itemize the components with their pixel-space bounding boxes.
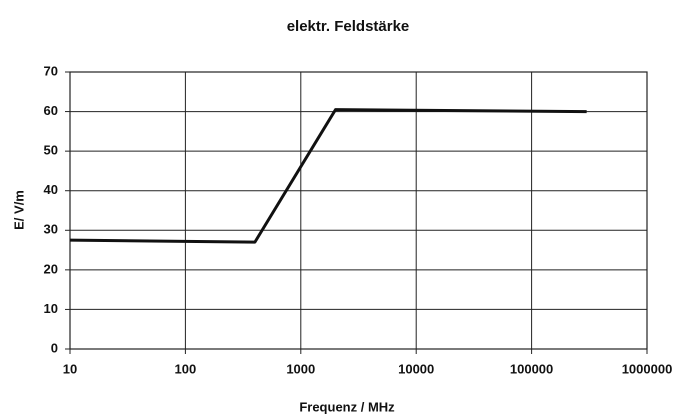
data-line <box>69 108 587 244</box>
y-tick-label: 20 <box>44 261 58 276</box>
y-tick-label: 40 <box>44 182 58 197</box>
y-tick-label: 60 <box>44 103 58 118</box>
x-tick-label: 10000 <box>398 361 434 376</box>
x-axis-label: Frequenz / MHz <box>299 399 395 414</box>
y-tick-label: 10 <box>44 301 58 316</box>
y-tick-label: 0 <box>51 340 58 355</box>
y-tick-label: 30 <box>44 222 58 237</box>
y-tick-label: 70 <box>44 63 58 78</box>
x-tick-label: 100 <box>175 361 197 376</box>
chart-title: elektr. Feldstärke <box>287 18 410 35</box>
x-tick-label: 100000 <box>510 361 553 376</box>
y-axis-label: E/ V/m <box>11 190 26 230</box>
plot-frame <box>69 71 648 350</box>
x-tick-label: 10 <box>63 361 77 376</box>
y-tick-label: 50 <box>44 143 58 158</box>
x-tick-label: 1000000 <box>622 361 673 376</box>
x-tick-label: 1000 <box>286 361 315 376</box>
